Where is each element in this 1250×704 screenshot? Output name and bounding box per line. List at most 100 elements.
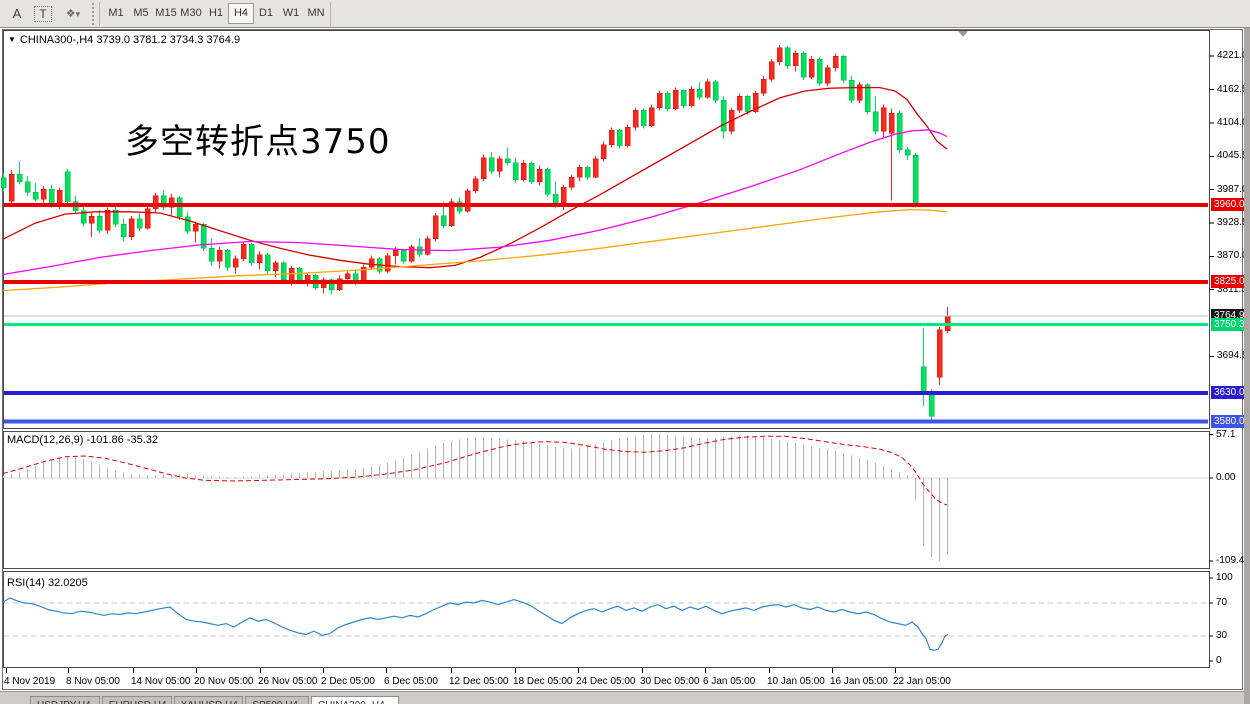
candle-body [448, 201, 455, 226]
price-badge-3580.0: 3580.0 [1211, 414, 1248, 428]
timeframe-m5[interactable]: M5 [133, 7, 149, 19]
window-tab[interactable]: USDJPY,H4 [30, 696, 100, 704]
candle-body [896, 112, 903, 150]
candle-body [344, 273, 351, 279]
chevron-down-icon: ▾ [75, 9, 81, 19]
rsi-axis-label: 30 [1216, 630, 1228, 642]
candle-body [824, 67, 831, 84]
candle-body [704, 81, 711, 98]
candle-body [184, 216, 191, 232]
candle-body [56, 189, 63, 205]
timeframe-h1[interactable]: H1 [208, 7, 224, 19]
timeframe-m1[interactable]: M1 [108, 7, 124, 19]
toolbar-separator [330, 2, 331, 26]
price-axis-label: 3694.5 [1217, 350, 1248, 362]
price-axis-label: 3987.0 [1217, 183, 1248, 195]
candle-body [784, 47, 791, 67]
macd-axis-label: 0.00 [1216, 472, 1236, 483]
candle-body [640, 110, 647, 127]
candle-body [192, 224, 199, 232]
rsi-axis-label: 70 [1216, 596, 1228, 608]
symbol-dropdown-icon[interactable]: ▼ [8, 35, 16, 44]
timeframe-w1[interactable]: W1 [282, 7, 300, 19]
candle-body [264, 254, 271, 271]
candle-body [424, 238, 431, 255]
candle-body [656, 93, 663, 108]
ma-slow-line [2, 208, 948, 292]
candle-body [160, 195, 167, 208]
price-badge-3630.0: 3630.0 [1211, 386, 1248, 400]
panel-border [3, 30, 1210, 429]
candle-body [928, 392, 935, 417]
candle-body [144, 208, 151, 229]
candle-body [64, 171, 71, 202]
candle-body [280, 262, 287, 280]
candle-body [136, 218, 143, 229]
candle-body [848, 79, 855, 101]
candle-body [400, 249, 407, 262]
date-axis-label: 6 Jan 05:00 [703, 676, 756, 687]
toolbar-separator [99, 2, 100, 26]
price-axis-label: 4162.5 [1217, 83, 1248, 95]
candle-body [104, 209, 111, 231]
chart-tab-strip: USDJPY,H4EURUSD,H4XAUUSD,H4SP500,H4CHINA… [0, 691, 1250, 704]
candle-body [912, 155, 919, 205]
date-axis-label: 8 Nov 05:00 [66, 676, 120, 687]
candle-body [696, 89, 703, 98]
candle-body [568, 176, 575, 188]
candle-body [776, 47, 783, 63]
toolbar-grip[interactable] [92, 3, 98, 25]
candle-body [632, 110, 639, 128]
candle-body [688, 89, 695, 107]
price-axis-label: 3928.5 [1217, 216, 1248, 228]
candle-body [256, 254, 263, 263]
chart-shift-icon [958, 31, 968, 37]
candle-body [224, 249, 231, 268]
window-tab[interactable]: SP500,H4 [245, 696, 309, 704]
timeframe-h4[interactable]: H4 [228, 3, 254, 24]
chart-text-annotation[interactable]: 多空转折点3750 [125, 122, 391, 162]
timeframe-m30[interactable]: M30 [180, 7, 202, 19]
window-tab[interactable]: CHINA300-,H4 [311, 696, 400, 704]
candle-body [248, 244, 255, 263]
candle-body [872, 111, 879, 132]
candle-body [560, 187, 567, 206]
timeframe-m15[interactable]: M15 [155, 7, 177, 19]
candle-body [336, 278, 343, 291]
timeframe-d1[interactable]: D1 [258, 7, 274, 19]
candle-body [904, 149, 911, 156]
candle-body [520, 163, 527, 181]
candle-body [0, 177, 7, 189]
chart-canvas[interactable] [0, 28, 1250, 704]
window-tab[interactable]: EURUSD,H4 [101, 696, 172, 704]
date-axis-label: 20 Nov 05:00 [194, 676, 254, 687]
candle-body [712, 81, 719, 101]
window-tab[interactable]: XAUUSD,H4 [173, 696, 244, 704]
text-annotation-button[interactable]: A [12, 6, 22, 21]
text-label-button[interactable]: T [32, 4, 54, 24]
candle-body [32, 192, 39, 200]
candle-body [200, 224, 207, 249]
price-badge-3825.0: 3825.0 [1211, 274, 1248, 288]
candle-body [856, 84, 863, 101]
rsi-line [2, 597, 949, 651]
candle-body [616, 130, 623, 146]
candle-body [768, 61, 775, 80]
panel-border [3, 571, 1210, 668]
candle-body [792, 53, 799, 67]
price-axis-label: 4045.5 [1217, 150, 1248, 162]
candle-body [240, 244, 247, 259]
chart-window[interactable]: ▼ CHINA300-,H4 3739.0 3781.2 3734.3 3764.… [0, 28, 1250, 704]
candle-body [624, 127, 631, 146]
candle-body [760, 78, 767, 94]
cursor-style-button[interactable]: ❖▾ [58, 4, 88, 24]
panel-border [3, 431, 1210, 569]
symbol-title: ▼ CHINA300-,H4 3739.0 3781.2 3734.3 3764.… [8, 34, 240, 46]
date-axis-label: 14 Nov 05:00 [131, 676, 191, 687]
candle-body [600, 144, 607, 160]
candle-body [232, 258, 239, 268]
date-axis-label: 22 Jan 05:00 [893, 676, 951, 687]
candle-body [112, 209, 119, 225]
timeframe-mn[interactable]: MN [307, 7, 325, 19]
